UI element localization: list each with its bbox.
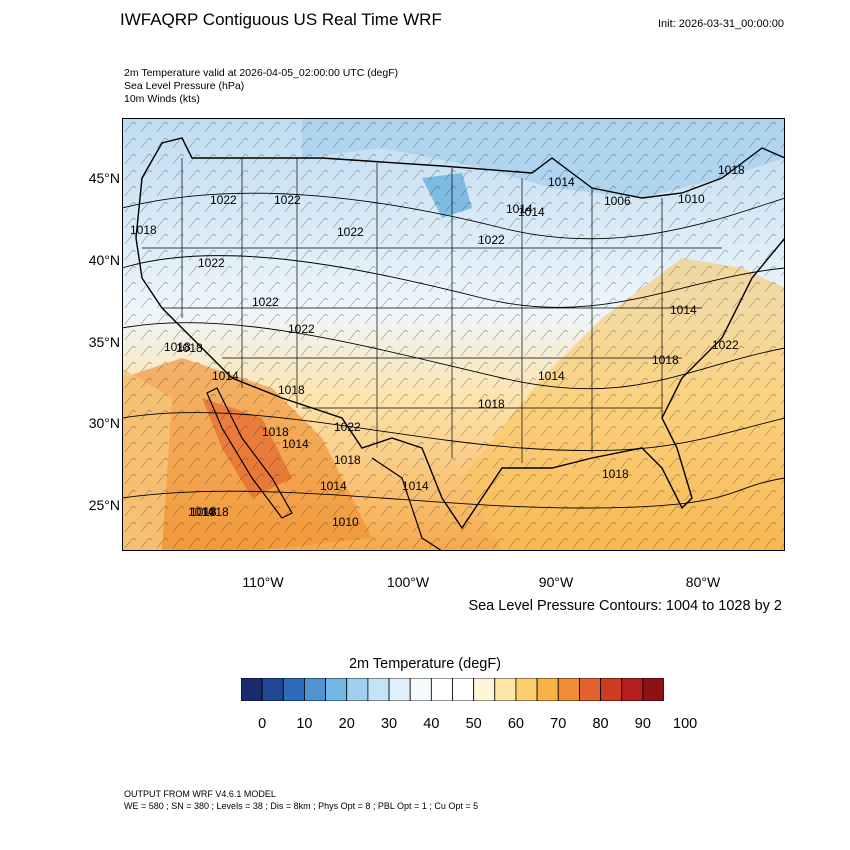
colorbar-bin — [304, 678, 327, 701]
contour-note: Sea Level Pressure Contours: 1004 to 102… — [468, 598, 782, 614]
model-params: WE = 580 ; SN = 380 ; Levels = 38 ; Dis … — [124, 801, 479, 811]
colorbar-bin — [346, 678, 369, 701]
slp-label: 1018 — [278, 383, 305, 397]
colorbar-tick-label: 100 — [673, 716, 698, 732]
slp-label: 1006 — [604, 194, 631, 208]
wind-barbs — [122, 118, 785, 551]
colorbar-bin — [557, 678, 580, 701]
colorbar-tick-label: 50 — [465, 716, 482, 732]
slp-label: 1022 — [274, 193, 301, 207]
colorbar-bin — [261, 678, 284, 701]
slp-label: 1010 — [332, 515, 359, 529]
slp-label: 1014 — [518, 205, 545, 219]
slp-label: 1014 — [320, 479, 347, 493]
colorbar-bin — [430, 678, 453, 701]
slp-label: 1018 — [652, 353, 679, 367]
slp-label: 1018 — [202, 505, 229, 519]
lon-label-80: 80°W — [685, 574, 721, 590]
colorbar — [241, 678, 664, 701]
colorbar-tick-label: 90 — [634, 716, 651, 732]
colorbar-bin — [452, 678, 475, 701]
colorbar-bin — [241, 678, 263, 701]
colorbar-bin — [515, 678, 538, 701]
weather-map: 1018 1022 1022 1022 1022 1022 1022 1022 … — [122, 118, 785, 551]
field-label-winds: 10m Winds (kts) — [124, 93, 200, 105]
colorbar-bin — [388, 678, 411, 701]
colorbar-bin — [409, 678, 432, 701]
colorbar-bin — [536, 678, 559, 701]
field-label-temperature: 2m Temperature valid at 2026-04-05_02:00… — [124, 67, 399, 79]
lat-label-30: 30°N — [88, 415, 120, 431]
slp-label: 1022 — [198, 256, 225, 270]
colorbar-bin — [642, 678, 664, 701]
model-version: OUTPUT FROM WRF V4.6.1 MODEL — [124, 789, 276, 799]
slp-label: 1022 — [288, 322, 315, 336]
slp-label: 1022 — [252, 295, 279, 309]
us-outline — [135, 137, 785, 530]
colorbar-bin — [282, 678, 305, 701]
colorbar-tick-label: 80 — [592, 716, 609, 732]
slp-label: 1018 — [164, 340, 191, 354]
slp-label: 1014 — [670, 303, 697, 317]
colorbar-bin — [325, 678, 348, 701]
slp-label: 1014 — [402, 479, 429, 493]
slp-label: 1022 — [210, 193, 237, 207]
colorbar-tick-label: 20 — [338, 716, 355, 732]
gulf-coast — [371, 457, 443, 551]
isobars — [122, 192, 785, 509]
lon-label-90: 90°W — [538, 574, 574, 590]
colorbar-tick-label: 70 — [550, 716, 567, 732]
map-frame — [122, 118, 785, 551]
slp-label: 1018 — [478, 397, 505, 411]
slp-label: 1018 — [334, 453, 361, 467]
colorbar-tick-label: 10 — [296, 716, 313, 732]
slp-label: 1018 — [176, 341, 203, 355]
colorbar-bin — [367, 678, 390, 701]
colorbar-title: 2m Temperature (degF) — [348, 656, 502, 672]
colorbar-tick-label: 40 — [423, 716, 440, 732]
colorbar-tick-label: 0 — [258, 716, 267, 732]
slp-label: 1010 — [678, 192, 705, 206]
slp-label: 1022 — [337, 225, 364, 239]
slp-label: 1018 — [718, 163, 745, 177]
slp-label: 1014 — [188, 505, 215, 519]
slp-label: 1014 — [506, 202, 533, 216]
colorbar-bin — [494, 678, 517, 701]
colorbar-bin — [578, 678, 601, 701]
lon-label-110: 110°W — [242, 574, 284, 590]
colorbar-tick-label: 30 — [380, 716, 398, 732]
field-label-pressure: Sea Level Pressure (hPa) — [124, 80, 245, 92]
init-time: Init: 2026-03-31_00:00:00 — [658, 18, 784, 30]
colorbar-bin — [621, 678, 644, 701]
slp-label: 1014 — [212, 369, 239, 383]
lat-label-25: 25°N — [88, 497, 120, 513]
slp-label: 1018 — [262, 425, 289, 439]
slp-label: 1014 — [538, 369, 565, 383]
lon-label-100: 100°W — [386, 574, 430, 590]
slp-label: 1022 — [478, 233, 505, 247]
slp-label: 1018 — [602, 467, 629, 481]
plot-title: IWFAQRP Contiguous US Real Time WRF — [120, 10, 442, 29]
slp-label: 1022 — [334, 420, 361, 434]
colorbar-bin — [600, 678, 623, 701]
colorbar-bin — [473, 678, 496, 701]
lat-label-40: 40°N — [88, 252, 120, 268]
slp-labels: 1018 1022 1022 1022 1022 1022 1022 1022 … — [130, 163, 745, 529]
slp-label: 1014 — [548, 175, 575, 189]
slp-label: 1018 — [190, 505, 217, 519]
baja-coast — [206, 387, 293, 519]
lat-label-35: 35°N — [88, 334, 120, 350]
slp-label: 1014 — [282, 437, 309, 451]
colorbar-tick-label: 60 — [507, 716, 525, 732]
slp-label: 1018 — [130, 223, 157, 237]
lat-label-45: 45°N — [88, 170, 120, 186]
slp-label: 1022 — [712, 338, 739, 352]
